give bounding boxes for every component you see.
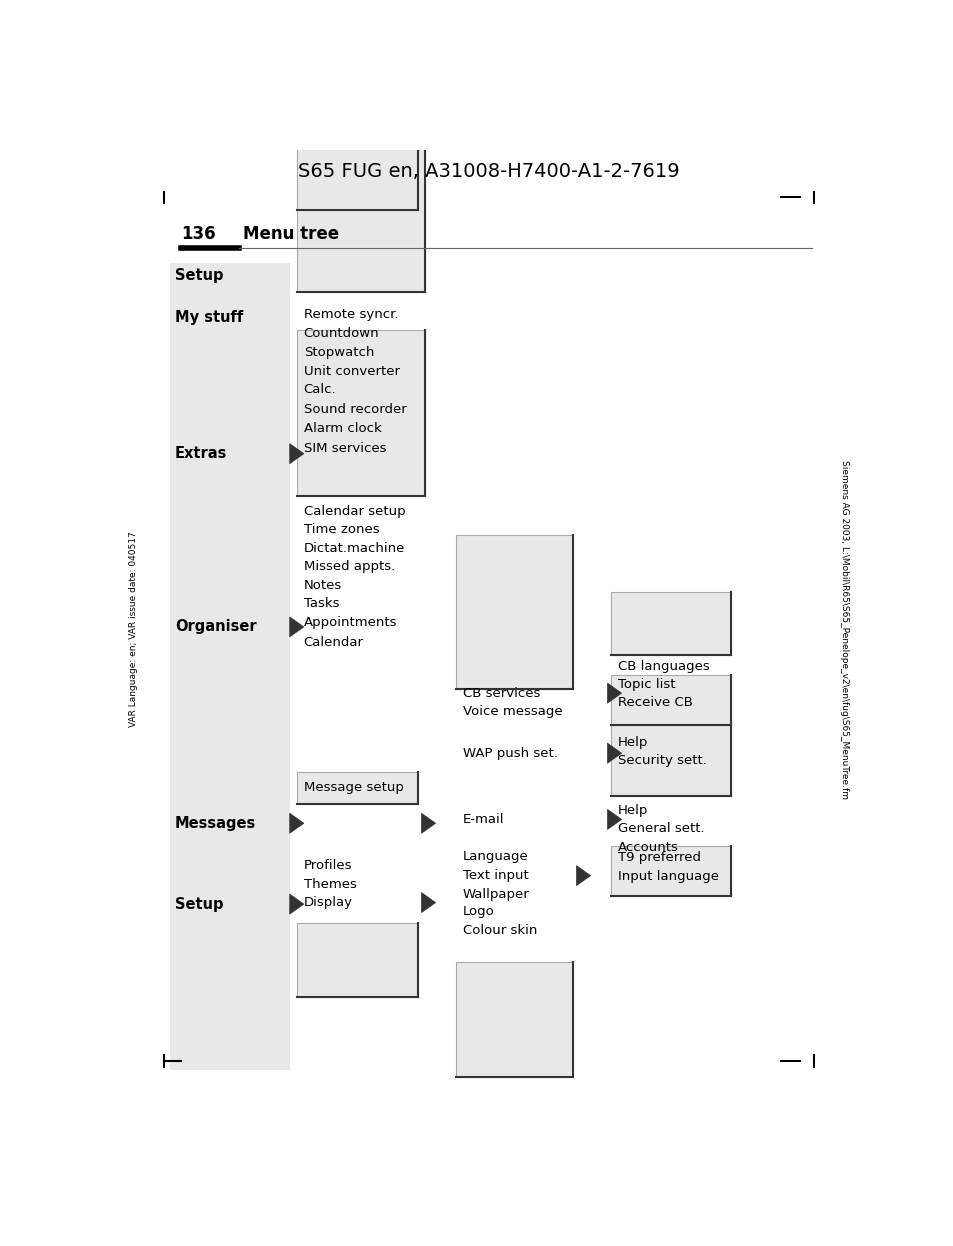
Text: Notes: Notes [303,579,341,592]
Text: WAP push set.: WAP push set. [462,746,557,760]
Bar [611,674,731,725]
Text: Logo: Logo [462,906,494,918]
Bar [611,846,731,896]
Bar [297,330,425,496]
Text: Display: Display [303,896,353,910]
Text: E-mail: E-mail [462,812,503,826]
Polygon shape [607,683,621,703]
Text: VAR Language: en; VAR issue date: 040517: VAR Language: en; VAR issue date: 040517 [129,531,137,728]
Text: Siemens AG 2003, L:\Mobil\R65\S65_Penelope_v2\en\fug\S65_MenuTree.fm: Siemens AG 2003, L:\Mobil\R65\S65_Penelo… [840,460,848,799]
Text: Help: Help [617,736,647,749]
Text: Wallpaper: Wallpaper [462,887,529,901]
Text: Accounts: Accounts [617,841,678,854]
Text: Organiser: Organiser [174,619,256,634]
Polygon shape [290,444,304,464]
Polygon shape [290,895,304,915]
Text: Input language: Input language [617,870,718,883]
Text: Security sett.: Security sett. [617,754,706,766]
Text: Colour skin: Colour skin [462,923,537,937]
Text: CB services: CB services [462,687,539,700]
Bar [170,263,290,1069]
Bar [297,923,417,997]
Polygon shape [421,892,436,912]
Text: Remote syncr.: Remote syncr. [303,308,397,320]
Polygon shape [421,814,436,834]
Bar [297,136,417,209]
Text: Dictat.machine: Dictat.machine [303,542,405,554]
Text: Stopwatch: Stopwatch [303,345,374,359]
Polygon shape [290,617,304,637]
Polygon shape [607,743,621,764]
Bar [297,771,417,804]
Text: Calc.: Calc. [303,384,336,396]
Text: Time zones: Time zones [303,523,379,536]
Text: Message setup: Message setup [303,781,403,795]
Text: Countdown: Countdown [303,326,379,340]
Polygon shape [607,810,621,830]
Text: Topic list: Topic list [617,678,675,692]
Text: Text input: Text input [462,870,528,882]
Text: Sound recorder: Sound recorder [303,402,406,415]
Polygon shape [576,866,590,886]
Text: Appointments: Appointments [303,616,396,629]
Bar [611,592,731,655]
Text: Language: Language [462,850,528,863]
Polygon shape [290,814,304,834]
Text: Profiles: Profiles [303,860,352,872]
Text: Tasks: Tasks [303,597,339,611]
Text: Calendar: Calendar [303,635,363,649]
Text: Unit converter: Unit converter [303,365,399,378]
Bar [297,115,425,292]
Text: General sett.: General sett. [617,822,703,835]
Text: Missed appts.: Missed appts. [303,561,395,573]
Text: Help: Help [617,804,647,816]
Text: Receive CB: Receive CB [617,695,692,709]
Text: 136: 136 [181,226,215,243]
Bar [456,535,572,689]
Text: Calendar setup: Calendar setup [303,505,405,518]
Text: SIM services: SIM services [303,442,386,455]
Text: Extras: Extras [174,446,227,461]
Text: CB languages: CB languages [617,660,709,673]
Text: Setup: Setup [174,268,223,283]
Text: Menu tree: Menu tree [243,226,339,243]
Text: My stuff: My stuff [174,310,243,325]
Text: Voice message: Voice message [462,705,561,718]
Bar [456,962,572,1078]
Text: Setup: Setup [174,897,223,912]
Bar [611,723,731,796]
Text: Themes: Themes [303,878,356,891]
Text: Messages: Messages [174,816,256,831]
Text: S65 FUG en, A31008-H7400-A1-2-7619: S65 FUG en, A31008-H7400-A1-2-7619 [297,162,679,181]
Text: T9 preferred: T9 preferred [617,851,700,865]
Text: Alarm clock: Alarm clock [303,421,381,435]
